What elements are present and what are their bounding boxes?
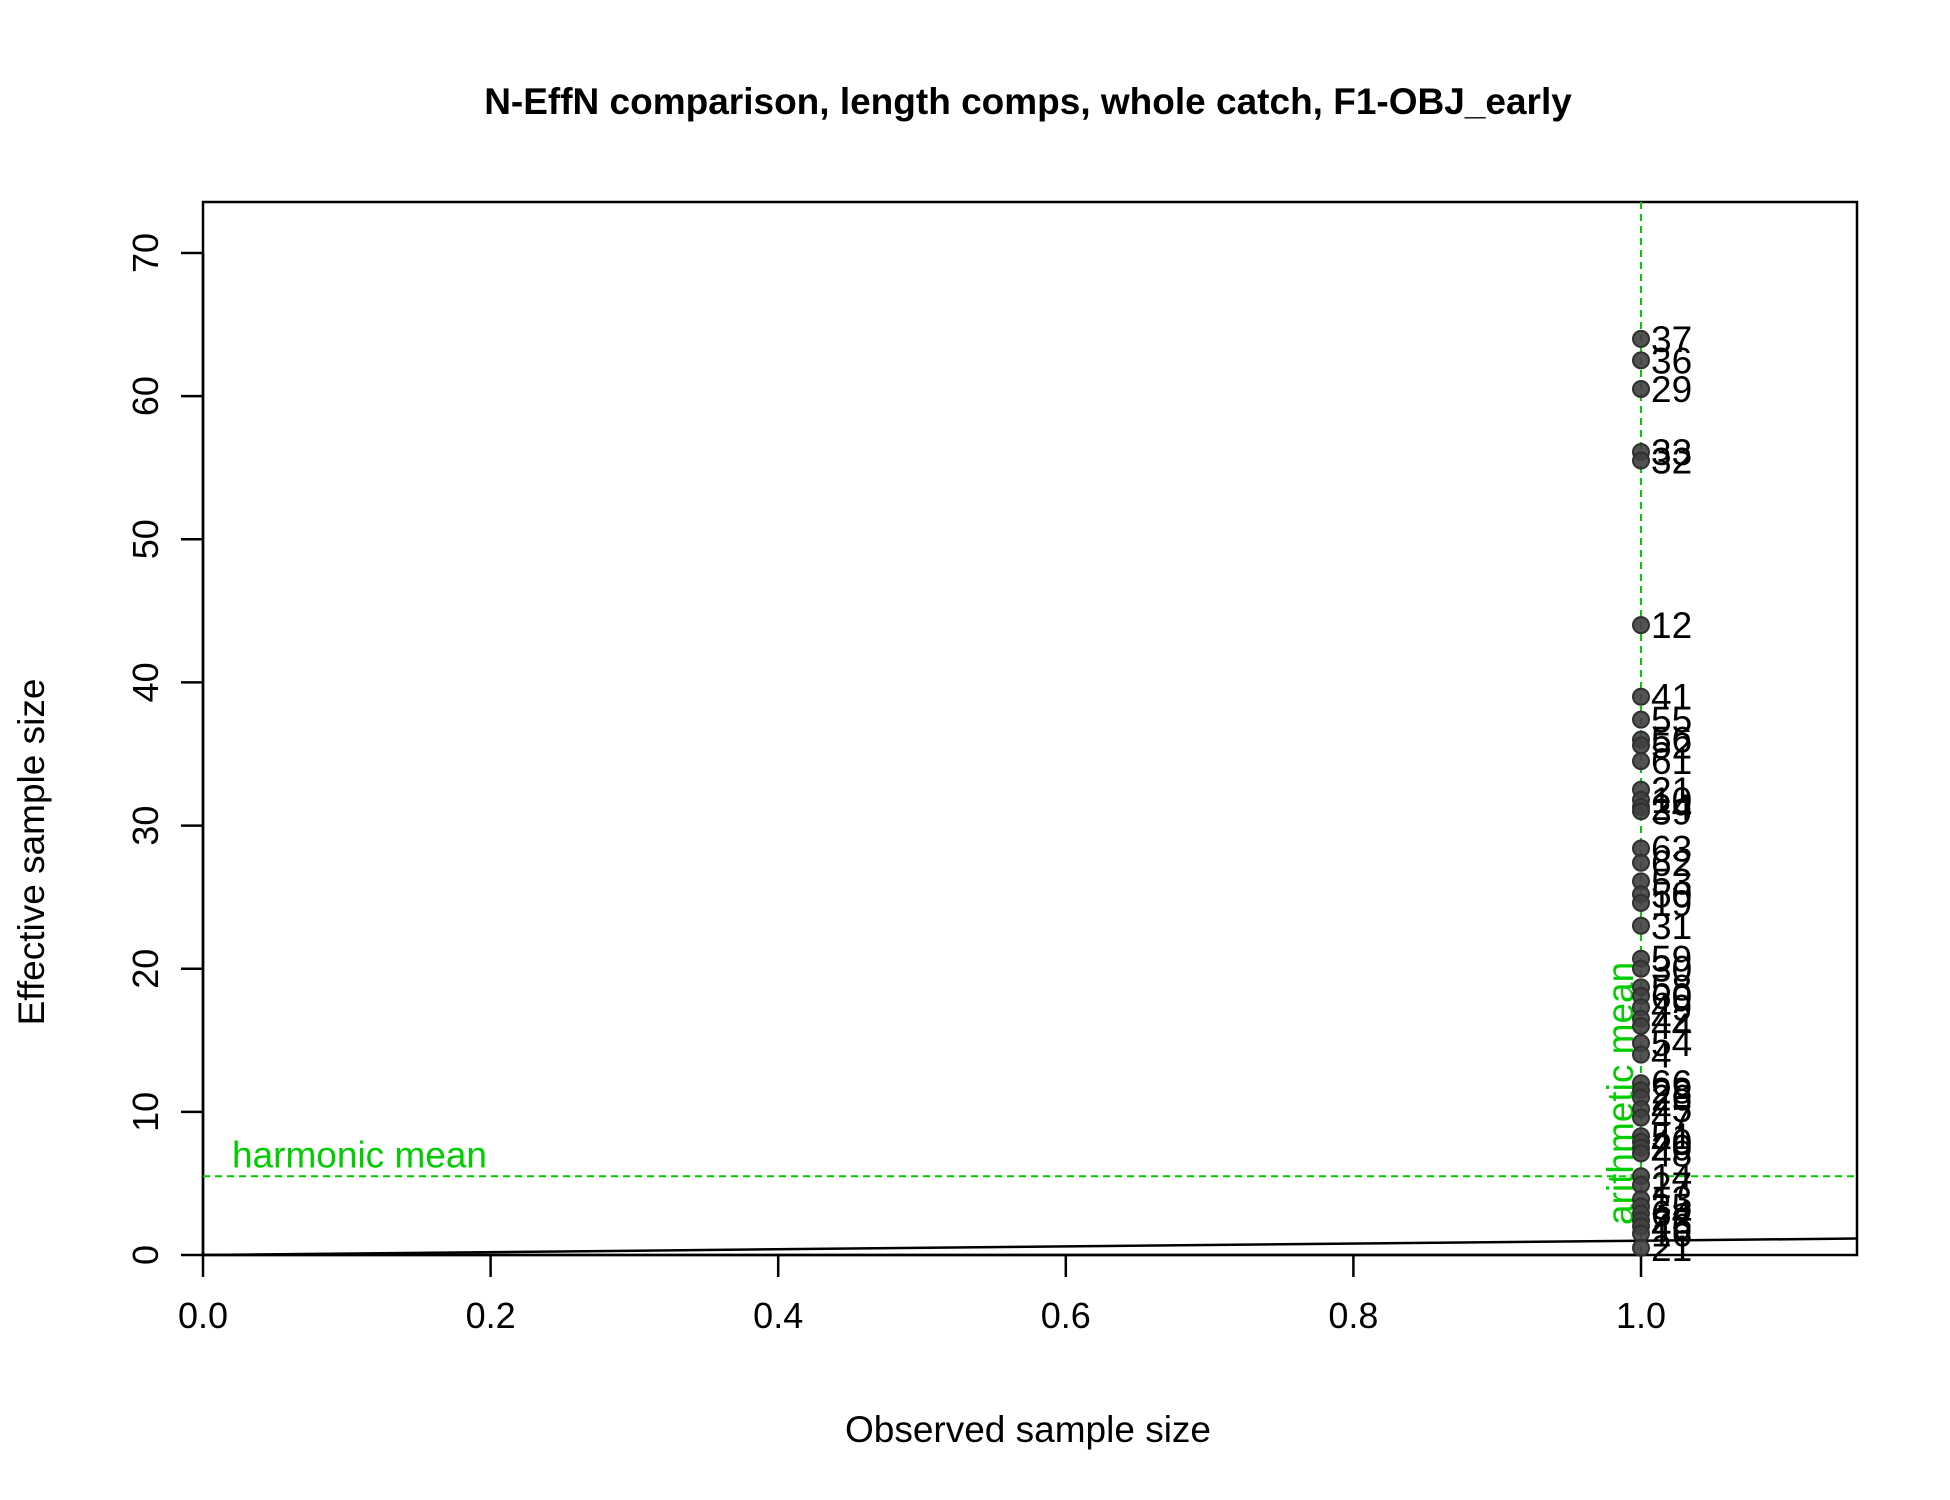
data-point-label: 23 (1651, 1201, 1692, 1242)
harmonic-mean-label: harmonic mean (232, 1134, 487, 1175)
data-point-label: 58 (1651, 967, 1692, 1008)
data-point (1632, 1045, 1650, 1064)
data-point-label: 13 (1651, 1179, 1692, 1220)
data-point (1632, 1016, 1650, 1035)
data-point (1632, 351, 1650, 370)
data-point-label: 61 (1651, 741, 1692, 782)
data-point-label: 16 (1651, 1214, 1692, 1255)
data-point (1632, 687, 1650, 706)
data-point (1632, 1108, 1650, 1127)
data-point-label: 59 (1651, 939, 1692, 980)
data-point-label: 47 (1651, 1098, 1692, 1139)
data-point-label: 63 (1651, 828, 1692, 869)
y-tick-label: 60 (125, 376, 166, 416)
data-point (1632, 616, 1650, 635)
data-point-label: 49 (1651, 987, 1692, 1028)
data-point-label: 29 (1651, 369, 1692, 410)
y-tick-label: 30 (125, 806, 166, 846)
data-point (1632, 893, 1650, 912)
data-point-label: 41 (1651, 677, 1692, 718)
data-point-label: 10 (1651, 780, 1692, 821)
data-point (1632, 853, 1650, 872)
data-point-label: 64 (1651, 1193, 1692, 1234)
data-point-label: 33 (1651, 432, 1692, 473)
data-point (1632, 916, 1650, 935)
data-point-label: 53 (1651, 861, 1692, 902)
y-tick-label: 0 (125, 1245, 166, 1265)
data-point-label: 50 (1651, 874, 1692, 915)
x-tick-label: 0.0 (178, 1295, 228, 1336)
data-point-label: 14 (1651, 1156, 1692, 1197)
data-point-label: 30 (1651, 949, 1692, 990)
data-point-label: 37 (1651, 319, 1692, 360)
data-point-label: 42 (1651, 999, 1692, 1040)
data-point-label: 56 (1651, 720, 1692, 761)
x-tick-label: 0.4 (753, 1295, 803, 1336)
data-point (1632, 736, 1650, 755)
y-tick-label: 40 (125, 662, 166, 702)
data-point-label: 48 (1651, 1133, 1692, 1174)
data-point-label: 66 (1651, 1063, 1692, 1104)
data-point-label: 27 (1651, 1165, 1692, 1206)
plot-area: 0.0 0.2 0.4 0.6 0.8 1.0 0 10 20 30 40 50 60 70 harmoni… (125, 200, 1859, 1336)
data-point-label: 54 (1651, 1023, 1692, 1064)
y-tick-label: 20 (125, 949, 166, 989)
x-tick-label: 0.6 (1041, 1295, 1091, 1336)
chart-title: N-EffN comparison, length comps, whole c… (484, 81, 1572, 122)
data-point-label: 26 (1651, 1078, 1692, 1119)
data-point-label: 46 (1651, 1206, 1692, 1247)
data-point-label: 40 (1651, 1122, 1692, 1163)
data-point (1632, 451, 1650, 470)
y-tick-label: 50 (125, 519, 166, 559)
data-point (1632, 1238, 1650, 1257)
data-point-label: 36 (1651, 340, 1692, 381)
x-tick-label: 0.2 (466, 1295, 516, 1336)
x-axis-label: Observed sample size (845, 1409, 1211, 1450)
data-point (1632, 1144, 1650, 1163)
data-point-label: 31 (1651, 906, 1692, 947)
data-point-label: 28 (1651, 1070, 1692, 1111)
data-point-label: 55 (1651, 700, 1692, 741)
data-point-label: 51 (1651, 1116, 1692, 1157)
data-point-label: 60 (1651, 976, 1692, 1017)
data-point-label: 21 (1651, 770, 1692, 811)
data-point (1632, 710, 1650, 729)
y-axis-label: Effective sample size (11, 679, 52, 1026)
data-point-label: 45 (1651, 1089, 1692, 1130)
data-point-label: 19 (1651, 883, 1692, 924)
data-point-label: 20 (1651, 1128, 1692, 1169)
data-point-label: 35 (1651, 1186, 1692, 1227)
x-tick-label: 0.8 (1328, 1295, 1378, 1336)
data-point-label: 32 (1651, 441, 1692, 482)
data-point-label: 24 (1651, 787, 1692, 828)
one-to-one-line (203, 1237, 1857, 1255)
data-point-label: 21 (1651, 1228, 1692, 1269)
data-point (1632, 802, 1650, 821)
data-point (1632, 329, 1650, 348)
y-tick-label: 10 (125, 1092, 166, 1132)
data-point (1632, 379, 1650, 398)
y-tick-label: 70 (125, 233, 166, 273)
data-point-label: 62 (1651, 843, 1692, 884)
data-point-label: 44 (1651, 1006, 1692, 1047)
data-point-label: 12 (1651, 605, 1692, 646)
data-point-label: 52 (1651, 725, 1692, 766)
data-point (1632, 752, 1650, 771)
x-tick-label: 1.0 (1616, 1295, 1666, 1336)
data-point (1632, 959, 1650, 978)
data-point-label: 39 (1651, 791, 1692, 832)
data-point-label: 4 (1651, 1035, 1672, 1076)
